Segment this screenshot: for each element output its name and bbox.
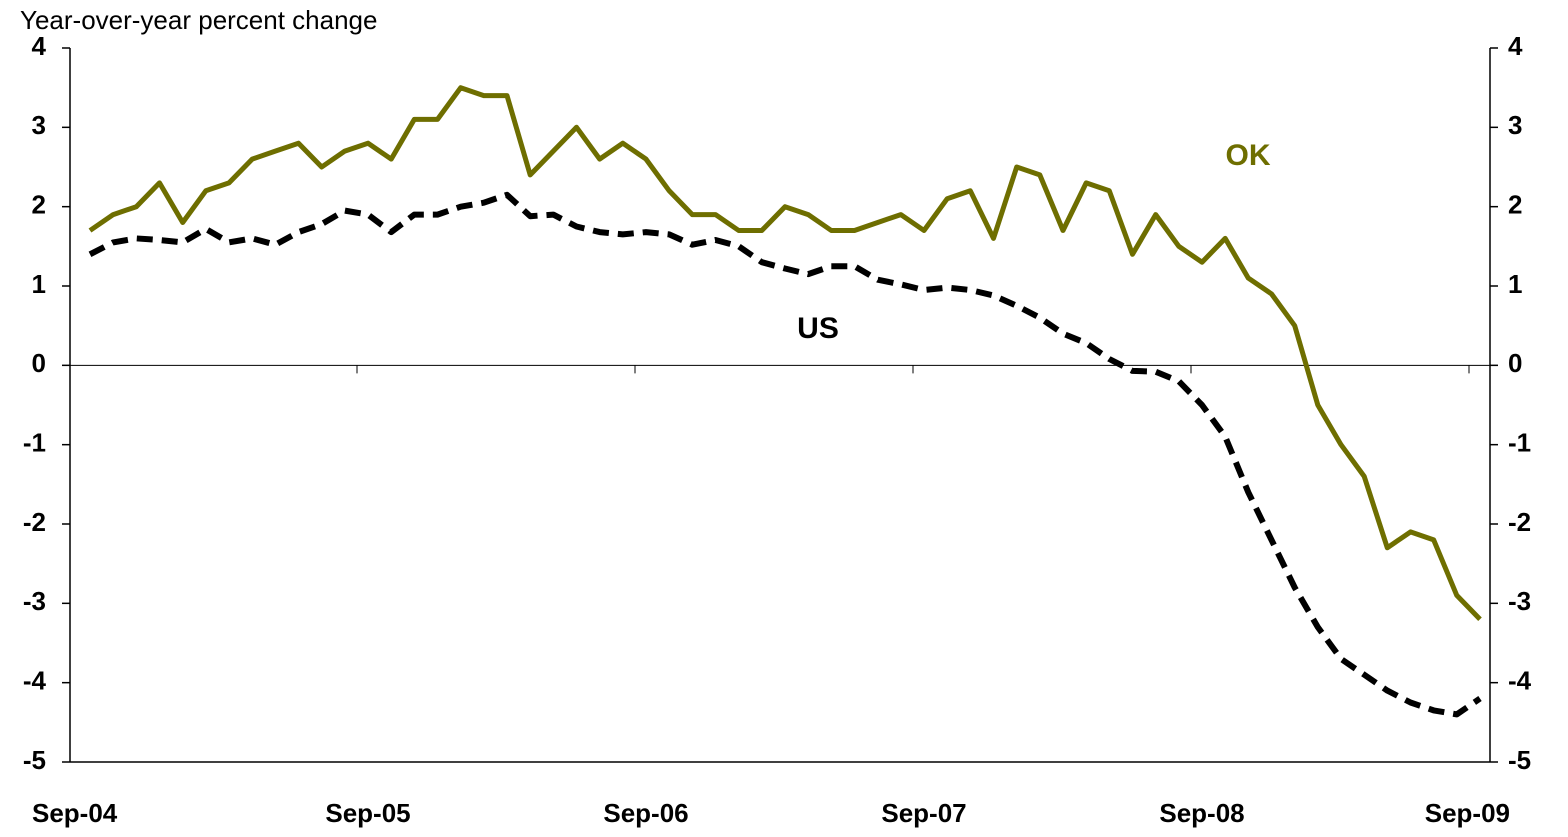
y-tick-label: -4 [23, 666, 47, 696]
y2-tick-label: -3 [1508, 586, 1531, 616]
y2-tick-label: 3 [1508, 110, 1522, 140]
y2-tick-label: 0 [1508, 348, 1522, 378]
y-tick-label: 4 [32, 31, 47, 61]
y2-tick-label: -5 [1508, 745, 1531, 775]
y-tick-label: -2 [23, 507, 46, 537]
y-tick-label: -5 [23, 745, 46, 775]
series-line [88, 191, 1482, 718]
x-tick-label: Sep-09 [1425, 798, 1510, 828]
y2-tick-label: -4 [1508, 666, 1532, 696]
y-tick-label: 1 [32, 269, 46, 299]
y2-tick-label: -2 [1508, 507, 1531, 537]
y2-tick-label: 2 [1508, 190, 1522, 220]
y-tick-label: 2 [32, 190, 46, 220]
y2-tick-label: 1 [1508, 269, 1522, 299]
y2-tick-label: 4 [1508, 31, 1523, 61]
series-label: OK [1226, 139, 1271, 172]
y-tick-label: 0 [32, 348, 46, 378]
series-line [88, 85, 1482, 621]
x-tick-label: Sep-04 [32, 798, 118, 828]
series-label: US [797, 312, 839, 345]
x-tick-label: Sep-05 [325, 798, 410, 828]
y-tick-label: 3 [32, 110, 46, 140]
x-tick-label: Sep-06 [603, 798, 688, 828]
y-axis-label: Year-over-year percent change [20, 5, 377, 35]
y2-tick-label: -1 [1508, 428, 1531, 458]
x-tick-label: Sep-07 [881, 798, 966, 828]
y-tick-label: -1 [23, 428, 46, 458]
x-tick-label: Sep-08 [1159, 798, 1244, 828]
y-tick-label: -3 [23, 586, 46, 616]
